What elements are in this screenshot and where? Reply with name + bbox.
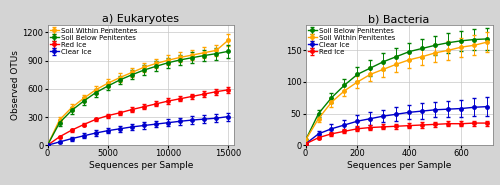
Title: a) Eukaryotes: a) Eukaryotes	[102, 14, 180, 24]
X-axis label: Sequences per Sample: Sequences per Sample	[347, 161, 451, 170]
Title: b) Bacteria: b) Bacteria	[368, 14, 430, 24]
Legend: Soil Within Penitentes, Soil Below Penitentes, Red Ice, Clear Ice: Soil Within Penitentes, Soil Below Penit…	[50, 27, 138, 56]
Legend: Soil Below Penitentes, Soil Within Penitentes, Clear Ice, Red Ice: Soil Below Penitentes, Soil Within Penit…	[308, 27, 396, 56]
X-axis label: Sequences per Sample: Sequences per Sample	[89, 161, 193, 170]
Y-axis label: Observed OTUs: Observed OTUs	[10, 50, 20, 120]
